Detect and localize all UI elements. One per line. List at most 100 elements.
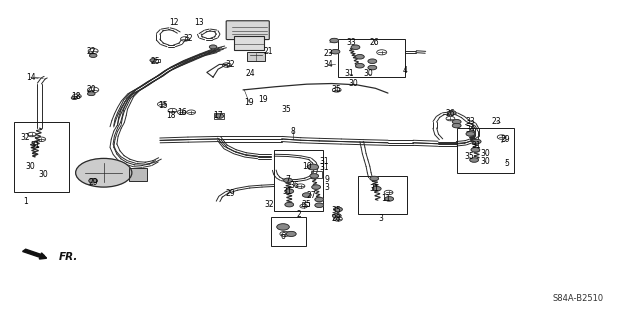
Text: 35: 35 — [332, 206, 342, 215]
Circle shape — [356, 63, 364, 68]
Bar — [310, 171, 322, 178]
Text: 26: 26 — [369, 38, 379, 47]
Text: 29: 29 — [88, 178, 98, 187]
Text: 34: 34 — [466, 125, 475, 134]
Text: 8: 8 — [290, 127, 295, 136]
Circle shape — [312, 185, 321, 189]
Bar — [151, 59, 160, 62]
Text: 35: 35 — [464, 152, 474, 161]
Circle shape — [351, 45, 360, 50]
Circle shape — [470, 158, 478, 162]
Text: 32: 32 — [264, 200, 274, 209]
Text: 1: 1 — [23, 197, 28, 206]
Text: 33: 33 — [347, 38, 357, 47]
Bar — [274, 150, 323, 211]
Circle shape — [332, 213, 341, 218]
Text: 31: 31 — [369, 184, 379, 193]
Text: 23: 23 — [324, 49, 334, 58]
Bar — [338, 39, 406, 77]
Text: 9: 9 — [324, 175, 329, 184]
Text: FR.: FR. — [59, 252, 78, 262]
Text: 13: 13 — [195, 19, 204, 28]
Circle shape — [90, 53, 97, 57]
Text: 10: 10 — [302, 162, 312, 171]
Bar — [233, 36, 264, 50]
Text: 7: 7 — [285, 175, 290, 184]
Text: 18: 18 — [71, 92, 80, 101]
Text: 32: 32 — [183, 35, 193, 44]
Bar — [302, 202, 309, 206]
Text: 32: 32 — [226, 60, 235, 69]
Text: 32: 32 — [21, 133, 31, 142]
Circle shape — [76, 158, 132, 187]
Text: 30: 30 — [481, 149, 490, 158]
Text: 4: 4 — [403, 66, 408, 75]
Bar — [247, 52, 265, 61]
Circle shape — [356, 54, 364, 59]
Text: 15: 15 — [158, 101, 168, 110]
Circle shape — [448, 111, 456, 115]
Text: 21: 21 — [264, 47, 273, 56]
Text: 24: 24 — [246, 69, 255, 78]
Circle shape — [89, 179, 98, 183]
Circle shape — [209, 45, 217, 49]
Text: 19: 19 — [245, 98, 254, 107]
Text: 3: 3 — [378, 214, 383, 223]
Circle shape — [284, 178, 292, 183]
FancyBboxPatch shape — [226, 21, 269, 40]
Circle shape — [71, 96, 78, 100]
Circle shape — [286, 231, 296, 236]
Circle shape — [453, 123, 461, 128]
Text: 31: 31 — [319, 164, 329, 172]
Text: 30: 30 — [481, 157, 490, 166]
Text: 22: 22 — [86, 47, 96, 56]
Circle shape — [453, 120, 461, 124]
Circle shape — [471, 148, 480, 152]
Circle shape — [472, 139, 481, 144]
Circle shape — [372, 187, 381, 191]
Text: 35: 35 — [332, 85, 342, 94]
Text: S84A-B2510: S84A-B2510 — [552, 294, 603, 303]
Text: 23: 23 — [492, 117, 501, 126]
Circle shape — [302, 193, 311, 197]
Text: 31: 31 — [344, 69, 354, 78]
Circle shape — [215, 114, 223, 118]
Circle shape — [331, 50, 340, 54]
Text: 25: 25 — [151, 57, 160, 66]
Text: 14: 14 — [26, 73, 36, 82]
Bar — [129, 168, 148, 181]
Text: 36: 36 — [289, 181, 299, 190]
Text: 16: 16 — [177, 108, 187, 117]
Circle shape — [385, 197, 394, 201]
Circle shape — [307, 164, 319, 170]
Bar — [214, 114, 224, 119]
Text: 12: 12 — [170, 19, 179, 28]
Bar — [456, 128, 514, 173]
Circle shape — [368, 65, 377, 70]
Text: 18: 18 — [166, 111, 175, 120]
Text: 29: 29 — [226, 189, 235, 198]
Polygon shape — [23, 249, 44, 258]
Text: 19: 19 — [258, 95, 268, 104]
Text: 17: 17 — [213, 111, 223, 120]
Text: 33: 33 — [466, 117, 475, 126]
Circle shape — [277, 224, 289, 230]
Text: 11: 11 — [381, 194, 390, 204]
Text: 30: 30 — [349, 79, 359, 88]
Text: 35: 35 — [282, 105, 292, 114]
Text: 31: 31 — [30, 141, 40, 150]
Circle shape — [88, 92, 95, 96]
Text: 3: 3 — [324, 183, 329, 192]
Circle shape — [368, 59, 377, 63]
Circle shape — [285, 189, 294, 194]
Circle shape — [330, 38, 339, 43]
Circle shape — [315, 197, 324, 202]
Text: 35: 35 — [302, 200, 312, 209]
Text: 2: 2 — [297, 210, 302, 219]
Text: 31: 31 — [282, 188, 292, 196]
Circle shape — [370, 176, 379, 181]
Text: 20: 20 — [86, 85, 96, 94]
Text: 26: 26 — [446, 109, 455, 118]
Text: 30: 30 — [38, 170, 48, 179]
Bar — [14, 122, 69, 192]
